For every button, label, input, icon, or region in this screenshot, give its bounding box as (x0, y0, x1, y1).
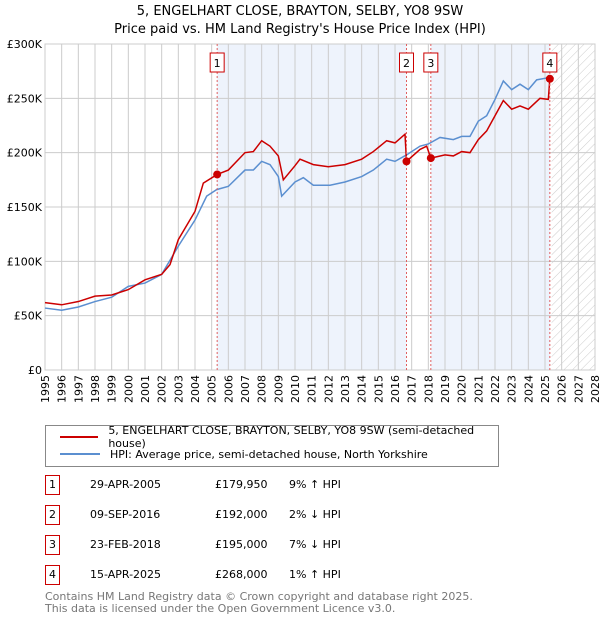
sale-price: £268,000 (215, 568, 268, 581)
sale-row: 3 23-FEB-2018 £195,000 7% ↓ HPI (45, 535, 495, 555)
property-price-line (44, 78, 551, 306)
sale-number-badge: 2 (45, 505, 60, 525)
x-tick-label: 2008 (256, 375, 269, 403)
sale-badge-number: 3 (427, 57, 434, 70)
sale-number-badge: 1 (45, 475, 60, 495)
x-tick-label: 2018 (422, 375, 435, 403)
sale-point (402, 157, 411, 166)
sale-badge-number: 2 (403, 57, 410, 70)
x-tick-label: 2026 (556, 375, 569, 403)
x-tick-label: 2000 (122, 375, 135, 403)
sale-price: £179,950 (215, 478, 268, 491)
x-tick-label: 2015 (372, 375, 385, 403)
sale-row: 4 15-APR-2025 £268,000 1% ↑ HPI (45, 565, 495, 585)
legend-label: HPI: Average price, semi-detached house,… (110, 447, 428, 461)
x-tick-label: 2002 (156, 375, 169, 403)
price-chart: 1 2 3 4 1995 1996 1997 1998 1999 2000 2001 2002 2003… (7, 38, 600, 403)
sale-badge-number: 1 (214, 57, 221, 70)
sale-row: 2 09-SEP-2016 £192,000 2% ↓ HPI (45, 505, 495, 525)
x-tick-label: 2013 (339, 375, 352, 403)
x-tick-label: 2017 (406, 375, 419, 403)
x-tick-label: 2019 (439, 375, 452, 403)
x-tick-label: 2014 (356, 375, 369, 403)
sale-date: 15-APR-2025 (90, 568, 162, 581)
sale-number-badge: 4 (45, 565, 60, 585)
x-tick-label: 2004 (189, 375, 202, 403)
x-tick-label: 2009 (272, 375, 285, 403)
x-tick-label: 1998 (89, 375, 102, 403)
sale-row: 1 29-APR-2005 £179,950 9% ↑ HPI (45, 475, 495, 495)
sale-hpi-diff: 9% ↑ HPI (289, 478, 341, 491)
y-tick-label: £150K (7, 201, 43, 214)
x-tick-label: 1999 (106, 375, 119, 403)
x-tick-label: 1996 (56, 375, 69, 403)
x-tick-label: 2005 (206, 375, 219, 403)
legend-item-property: 5, ENGELHART CLOSE, BRAYTON, SELBY, YO8 … (60, 424, 498, 450)
sale-date: 23-FEB-2018 (90, 538, 161, 551)
y-tick-label: £250K (7, 92, 43, 105)
sale-point (213, 170, 222, 179)
chart-subtitle: Price paid vs. HM Land Registry's House … (114, 22, 486, 37)
x-tick-label: 2001 (139, 375, 152, 403)
x-tick-label: 2025 (539, 375, 552, 403)
sale-point (545, 74, 554, 83)
footer-copyright: Contains HM Land Registry data © Crown c… (45, 590, 473, 603)
legend-swatch (60, 453, 100, 455)
sale-date: 09-SEP-2016 (90, 508, 161, 521)
x-tick-label: 2024 (522, 375, 535, 403)
sale-number-badge: 3 (45, 535, 60, 555)
x-tick-label: 2003 (172, 375, 185, 403)
legend-item-hpi: HPI: Average price, semi-detached house,… (60, 446, 428, 462)
x-tick-label: 1997 (72, 375, 85, 403)
y-tick-label: £100K (7, 255, 43, 268)
hpi-line (44, 76, 549, 311)
legend-swatch (60, 436, 99, 438)
x-tick-label: 2022 (489, 375, 502, 403)
plot-border (44, 43, 596, 371)
footer-licence: This data is licensed under the Open Gov… (45, 602, 396, 615)
sale-hpi-diff: 7% ↓ HPI (289, 538, 341, 551)
x-tick-label: 2020 (456, 375, 469, 403)
sale-hpi-diff: 1% ↑ HPI (289, 568, 341, 581)
legend: 5, ENGELHART CLOSE, BRAYTON, SELBY, YO8 … (45, 424, 499, 467)
sale-date: 29-APR-2005 (90, 478, 162, 491)
x-tick-label: 2016 (389, 375, 402, 403)
sale-badge (209, 52, 225, 73)
sale-point (426, 154, 435, 163)
legend-label: 5, ENGELHART CLOSE, BRAYTON, SELBY, YO8 … (108, 424, 475, 450)
y-tick-label: £50K (14, 310, 43, 323)
sale-badge-number: 4 (546, 57, 553, 70)
x-tick-label: 2006 (222, 375, 235, 403)
x-tick-label: 2012 (322, 375, 335, 403)
sale-badge (399, 52, 414, 73)
x-tick-label: 2027 (572, 375, 585, 403)
x-tick-label: 1995 (39, 375, 52, 403)
x-tick-label: 2021 (472, 375, 485, 403)
sale-hpi-diff: 2% ↓ HPI (289, 508, 341, 521)
y-tick-label: £0 (28, 364, 42, 377)
sale-price: £192,000 (215, 508, 268, 521)
x-tick-label: 2023 (506, 375, 519, 403)
x-tick-label: 2007 (239, 375, 252, 403)
y-tick-label: £200K (7, 147, 43, 160)
sale-badge (542, 52, 558, 73)
x-tick-label: 2011 (306, 375, 319, 403)
footer: Contains HM Land Registry data © Crown c… (45, 591, 473, 615)
y-tick-label: £300K (7, 38, 43, 51)
chart-title: 5, ENGELHART CLOSE, BRAYTON, SELBY, YO8 … (136, 4, 464, 19)
x-tick-label: 2010 (289, 375, 302, 403)
x-tick-label: 2028 (589, 375, 600, 403)
sale-price: £195,000 (215, 538, 268, 551)
sale-badge (423, 52, 439, 73)
